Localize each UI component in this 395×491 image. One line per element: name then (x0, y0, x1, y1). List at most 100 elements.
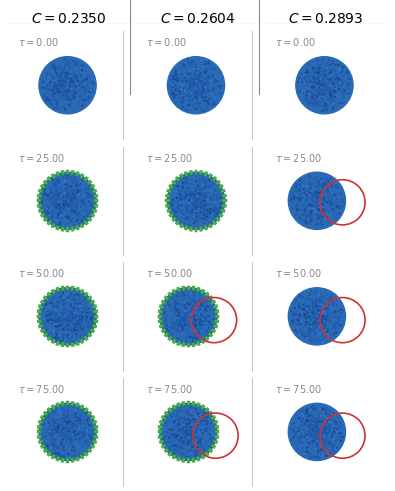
Point (177, 306, 183, 314)
Point (322, 75, 329, 83)
Point (187, 211, 194, 219)
Point (179, 85, 185, 93)
Point (60, 425, 66, 433)
Point (199, 300, 205, 307)
Point (306, 432, 312, 440)
Point (73, 63, 79, 71)
Point (314, 314, 321, 322)
Point (186, 432, 192, 439)
Point (194, 305, 201, 313)
Point (322, 311, 329, 319)
Point (308, 418, 315, 426)
Point (332, 104, 338, 111)
Point (188, 70, 194, 78)
Point (175, 311, 181, 319)
Point (186, 186, 192, 193)
Point (188, 208, 194, 216)
Point (68, 410, 74, 418)
Point (305, 198, 311, 206)
Point (320, 207, 326, 215)
Point (166, 198, 173, 206)
Bar (214, 320, 219, 323)
Point (341, 85, 347, 93)
Point (60, 198, 66, 206)
Circle shape (39, 172, 96, 229)
Point (195, 418, 201, 426)
Point (175, 422, 181, 430)
Point (196, 186, 202, 193)
Point (90, 202, 96, 210)
Point (64, 313, 70, 321)
Point (45, 316, 52, 324)
Point (39, 196, 45, 204)
Point (72, 309, 78, 317)
Point (192, 198, 198, 206)
Point (324, 420, 330, 428)
Point (202, 83, 209, 91)
Bar (87, 296, 92, 300)
Point (75, 177, 81, 185)
Point (306, 200, 312, 208)
Point (67, 454, 73, 462)
Point (63, 431, 70, 438)
Point (333, 190, 339, 197)
Point (190, 198, 197, 206)
Point (202, 67, 209, 75)
Point (188, 321, 194, 329)
Point (198, 300, 204, 308)
Point (71, 448, 77, 456)
Point (297, 443, 303, 451)
Point (323, 81, 329, 89)
Point (70, 190, 76, 197)
Bar (164, 448, 169, 453)
Point (45, 303, 51, 311)
Point (69, 428, 75, 436)
Point (60, 421, 66, 429)
Point (216, 89, 223, 97)
Point (195, 409, 201, 417)
Point (325, 96, 331, 104)
Bar (158, 431, 162, 434)
Point (312, 301, 319, 309)
Point (42, 433, 48, 441)
Point (320, 189, 326, 197)
Point (314, 306, 320, 314)
Point (310, 419, 316, 427)
Point (71, 72, 77, 80)
Point (179, 424, 185, 432)
Point (301, 324, 307, 331)
Point (70, 176, 77, 184)
Point (325, 86, 331, 94)
Point (207, 312, 213, 320)
Point (68, 96, 74, 104)
Point (81, 200, 88, 208)
Point (326, 409, 333, 416)
Point (54, 336, 60, 344)
Point (306, 304, 312, 312)
Point (194, 200, 200, 208)
Point (64, 428, 70, 436)
Point (68, 303, 74, 311)
Point (340, 197, 346, 205)
Point (73, 413, 79, 421)
Point (60, 299, 67, 307)
Point (56, 63, 62, 71)
Point (63, 196, 69, 204)
Point (333, 312, 339, 320)
Point (200, 176, 206, 184)
Point (333, 202, 339, 210)
Point (181, 310, 187, 318)
Bar (90, 328, 95, 333)
Point (172, 442, 179, 450)
Point (71, 309, 78, 317)
Point (190, 415, 197, 423)
Point (326, 78, 332, 86)
Point (308, 336, 314, 344)
Point (338, 195, 344, 203)
Point (307, 199, 313, 207)
Point (70, 446, 76, 454)
Point (192, 58, 198, 66)
Point (54, 310, 60, 318)
Point (336, 313, 342, 321)
Point (71, 207, 77, 215)
